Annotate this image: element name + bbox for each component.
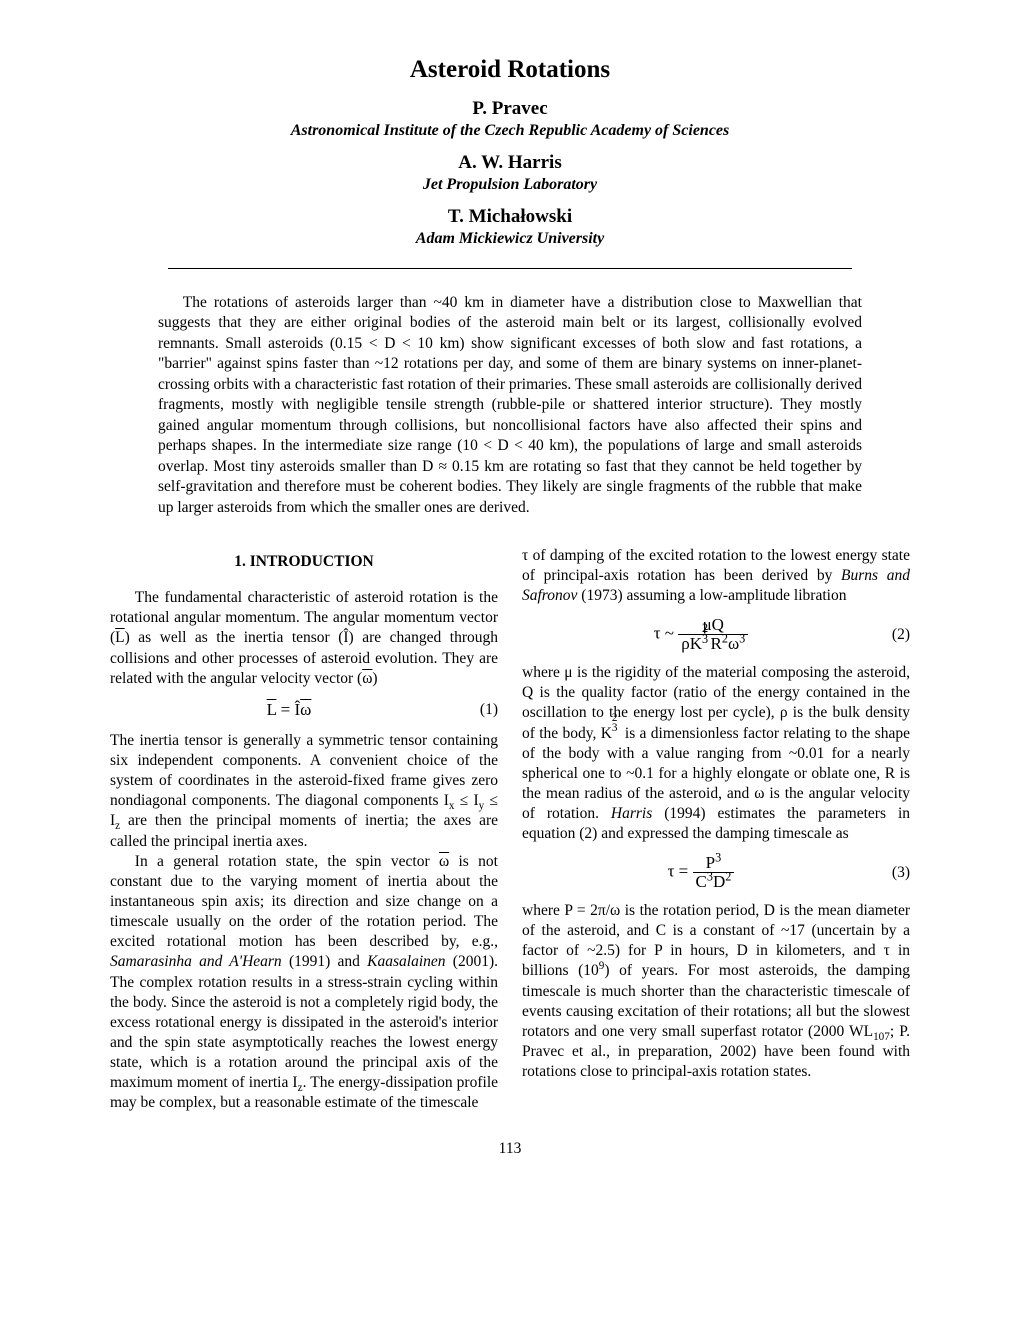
equation-3: τ = P3 C3D2 (3) <box>522 854 910 891</box>
equation-2: τ ~ μQ ρK23 R2ω3 (2) <box>522 616 910 653</box>
text: are then the principal moments of inerti… <box>110 812 498 849</box>
paragraph: where μ is the rigidity of the material … <box>522 663 910 844</box>
left-column: 1. INTRODUCTION The fundamental characte… <box>110 546 498 1114</box>
text: ρK <box>681 634 702 653</box>
vector-L: L <box>115 629 124 646</box>
page-number: 113 <box>110 1140 910 1158</box>
vector-L: L <box>267 700 277 719</box>
paper-title: Asteroid Rotations <box>110 56 910 84</box>
paragraph: where P = 2π/ω is the rotation period, D… <box>522 901 910 1082</box>
citation: Kaasalainen <box>367 953 445 970</box>
equation-body: L = Îω <box>110 699 468 721</box>
equation-number: (3) <box>880 863 910 883</box>
lhs: τ ~ <box>654 624 679 643</box>
text: (1991) and <box>282 953 367 970</box>
denominator: C3D2 <box>693 873 735 891</box>
right-column: τ of damping of the excited rotation to … <box>522 546 910 1114</box>
equation-1: L = Îω (1) <box>110 699 498 721</box>
vector-omega: ω <box>439 853 449 870</box>
text: R <box>711 634 722 653</box>
section-heading: 1. INTRODUCTION <box>110 552 498 572</box>
horizontal-rule <box>168 268 852 269</box>
author-block-2: A. W. Harris Jet Propulsion Laboratory <box>110 152 910 194</box>
author-name: T. Michałowski <box>110 206 910 228</box>
text: The inertia tensor is generally a symmet… <box>110 732 498 809</box>
author-block-1: P. Pravec Astronomical Institute of the … <box>110 98 910 140</box>
numerator: μQ <box>678 616 748 635</box>
author-block-3: T. Michałowski Adam Mickiewicz Universit… <box>110 206 910 248</box>
citation: Samarasinha and A'Hearn <box>110 953 282 970</box>
text: (2001). The complex rotation results in … <box>110 953 498 1091</box>
text: (1973) assuming a low-amplitude libratio… <box>577 587 846 604</box>
fraction: μQ ρK23 R2ω3 <box>678 616 748 653</box>
author-affiliation: Adam Mickiewicz University <box>110 230 910 248</box>
lhs: τ = <box>668 862 693 881</box>
superscript: 3 <box>739 632 745 646</box>
author-affiliation: Astronomical Institute of the Czech Repu… <box>110 122 910 140</box>
paragraph: The inertia tensor is generally a symmet… <box>110 731 498 852</box>
var: 23 <box>702 634 711 653</box>
superscript: 2 <box>725 870 731 884</box>
denominator: ρK23 R2ω3 <box>678 635 748 653</box>
paragraph: The fundamental characteristic of astero… <box>110 588 498 689</box>
equation-number: (1) <box>468 700 498 720</box>
text: ) <box>372 670 377 687</box>
paragraph: τ of damping of the excited rotation to … <box>522 546 910 606</box>
text: ) as well as the inertia tensor ( <box>125 629 344 646</box>
vector-omega: ω <box>300 700 311 719</box>
subscript: 107 <box>873 1031 890 1043</box>
superscript: 3 <box>715 851 721 865</box>
equation-body: τ ~ μQ ρK23 R2ω3 <box>522 616 880 653</box>
subscript: y <box>479 800 485 812</box>
var: 23 <box>612 725 621 742</box>
abstract: The rotations of asteroids larger than ~… <box>158 293 862 518</box>
page: Asteroid Rotations P. Pravec Astronomica… <box>0 0 1020 1198</box>
text: ω <box>728 634 739 653</box>
author-name: A. W. Harris <box>110 152 910 174</box>
subscript: x <box>449 800 455 812</box>
body-columns: 1. INTRODUCTION The fundamental characte… <box>110 546 910 1114</box>
vector-omega: ω <box>362 670 372 687</box>
equation-body: τ = P3 C3D2 <box>522 854 880 891</box>
text: C <box>696 872 707 891</box>
fraction: P3 C3D2 <box>693 854 735 891</box>
text: D <box>713 872 725 891</box>
author-affiliation: Jet Propulsion Laboratory <box>110 176 910 194</box>
citation: Harris <box>611 805 652 822</box>
author-name: P. Pravec <box>110 98 910 120</box>
paragraph: In a general rotation state, the spin ve… <box>110 852 498 1114</box>
text: In a general rotation state, the spin ve… <box>135 853 439 870</box>
equation-number: (2) <box>880 625 910 645</box>
